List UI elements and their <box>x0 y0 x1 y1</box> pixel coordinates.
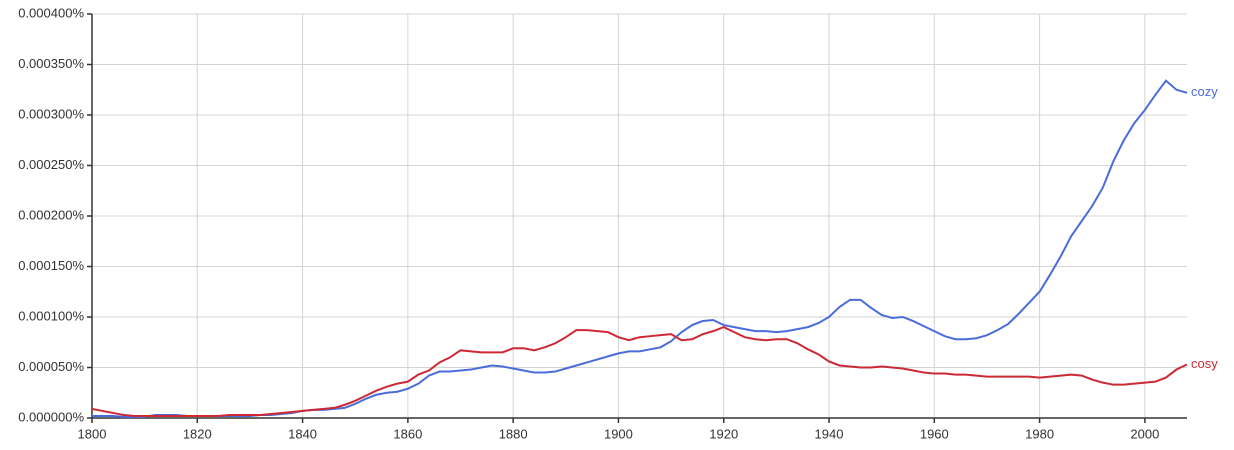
x-tick-label: 1840 <box>288 426 317 441</box>
y-tick-label: 0.000250% <box>18 157 84 172</box>
y-tick-label: 0.000150% <box>18 258 84 273</box>
x-tick-label: 2000 <box>1130 426 1159 441</box>
x-tick-label: 1980 <box>1025 426 1054 441</box>
x-tick-label: 1900 <box>604 426 633 441</box>
y-tick-label: 0.000300% <box>18 106 84 121</box>
y-tick-label: 0.000400% <box>18 5 84 20</box>
x-tick-label: 1920 <box>709 426 738 441</box>
series-line <box>91 326 1188 417</box>
y-tick-label: 0.000100% <box>18 308 84 323</box>
y-tick-label: 0.000050% <box>18 359 84 374</box>
x-tick-label: 1860 <box>393 426 422 441</box>
legend-label: cosy <box>1191 356 1218 371</box>
x-tick-label: 1960 <box>920 426 949 441</box>
x-tick-label: 1820 <box>183 426 212 441</box>
x-tick-label: 1800 <box>78 426 107 441</box>
series-line <box>92 79 1188 418</box>
y-tick-label: 0.000000% <box>18 409 84 424</box>
legend-label: cozy <box>1191 84 1218 99</box>
x-tick-label: 1880 <box>499 426 528 441</box>
x-tick-label: 1940 <box>815 426 844 441</box>
y-tick-label: 0.000350% <box>18 56 84 71</box>
y-tick-label: 0.000200% <box>18 207 84 222</box>
